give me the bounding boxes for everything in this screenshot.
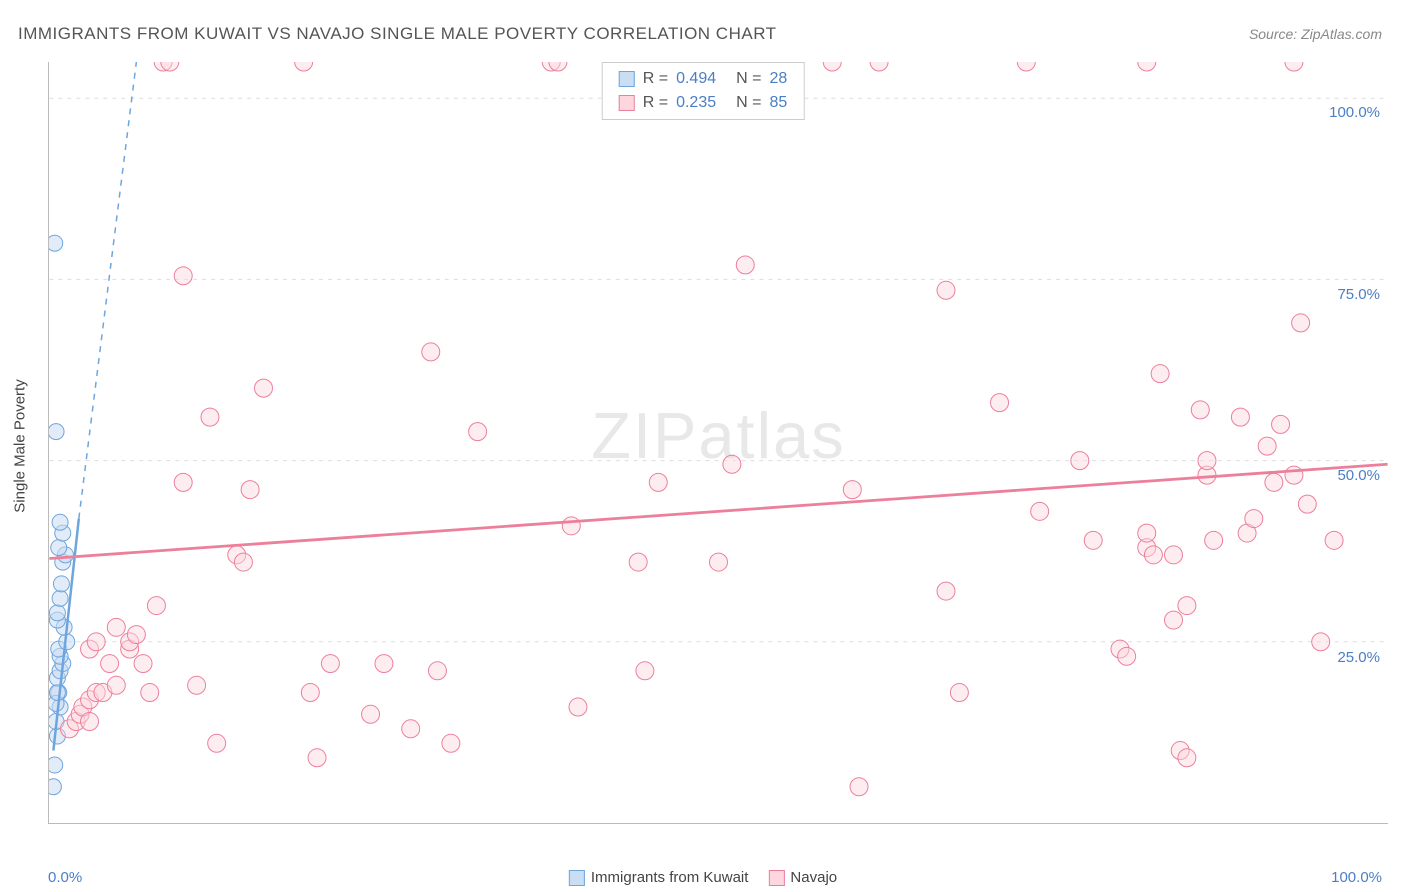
stat-n-value: 85 — [769, 91, 787, 115]
legend-item: Navajo — [768, 869, 837, 886]
x-axis-max-label: 100.0% — [1331, 869, 1382, 886]
stats-legend-row: R = 0.235 N = 85 — [619, 91, 788, 115]
plot-area: ZIPatlas 25.0%50.0%75.0%100.0% — [48, 62, 1388, 824]
stat-r-label: R = — [643, 67, 668, 91]
legend-item-label: Immigrants from Kuwait — [591, 869, 749, 886]
legend-item-label: Navajo — [790, 869, 837, 886]
x-axis-min-label: 0.0% — [48, 869, 82, 886]
y-axis-label: Single Male Poverty — [12, 379, 29, 512]
stat-n-label: N = — [736, 67, 761, 91]
stat-n-label: N = — [736, 91, 761, 115]
chart-svg — [49, 62, 1388, 823]
source-label: Source: ZipAtlas.com — [1249, 26, 1382, 42]
legend-swatch-icon — [768, 870, 784, 886]
stat-r-value: 0.235 — [676, 91, 716, 115]
legend-item: Immigrants from Kuwait — [569, 869, 749, 886]
stats-legend-row: R = 0.494 N = 28 — [619, 67, 788, 91]
chart-title: IMMIGRANTS FROM KUWAIT VS NAVAJO SINGLE … — [18, 24, 777, 44]
stat-r-label: R = — [643, 91, 668, 115]
legend-swatch-icon — [619, 71, 635, 87]
series-legend: Immigrants from Kuwait Navajo — [569, 869, 837, 886]
stats-legend: R = 0.494 N = 28 R = 0.235 N = 85 — [602, 62, 805, 120]
legend-swatch-icon — [619, 95, 635, 111]
legend-swatch-icon — [569, 870, 585, 886]
stat-r-value: 0.494 — [676, 67, 716, 91]
stat-n-value: 28 — [769, 67, 787, 91]
